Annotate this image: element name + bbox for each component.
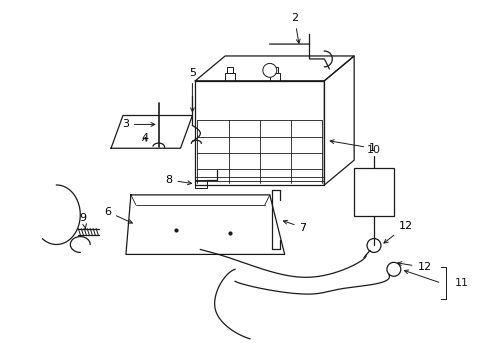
- Text: 12: 12: [383, 221, 412, 243]
- Circle shape: [386, 262, 400, 276]
- Text: 10: 10: [366, 145, 380, 155]
- Text: 9: 9: [80, 213, 87, 228]
- Bar: [353, 168, 393, 216]
- Text: 7: 7: [283, 220, 306, 233]
- Text: 3: 3: [122, 120, 155, 130]
- Bar: [271, 67, 277, 73]
- Circle shape: [263, 63, 276, 77]
- Bar: [224, 73, 235, 81]
- Bar: [269, 73, 279, 81]
- Bar: [195, 180, 207, 188]
- Text: 6: 6: [104, 207, 132, 223]
- Text: 1: 1: [329, 140, 375, 153]
- Text: 12: 12: [397, 262, 431, 272]
- Text: 2: 2: [290, 13, 300, 43]
- Text: 8: 8: [165, 175, 191, 185]
- Text: 11: 11: [453, 278, 468, 288]
- Text: 4: 4: [142, 133, 148, 143]
- Text: 5: 5: [188, 68, 196, 112]
- Bar: [226, 67, 233, 73]
- Circle shape: [366, 239, 380, 252]
